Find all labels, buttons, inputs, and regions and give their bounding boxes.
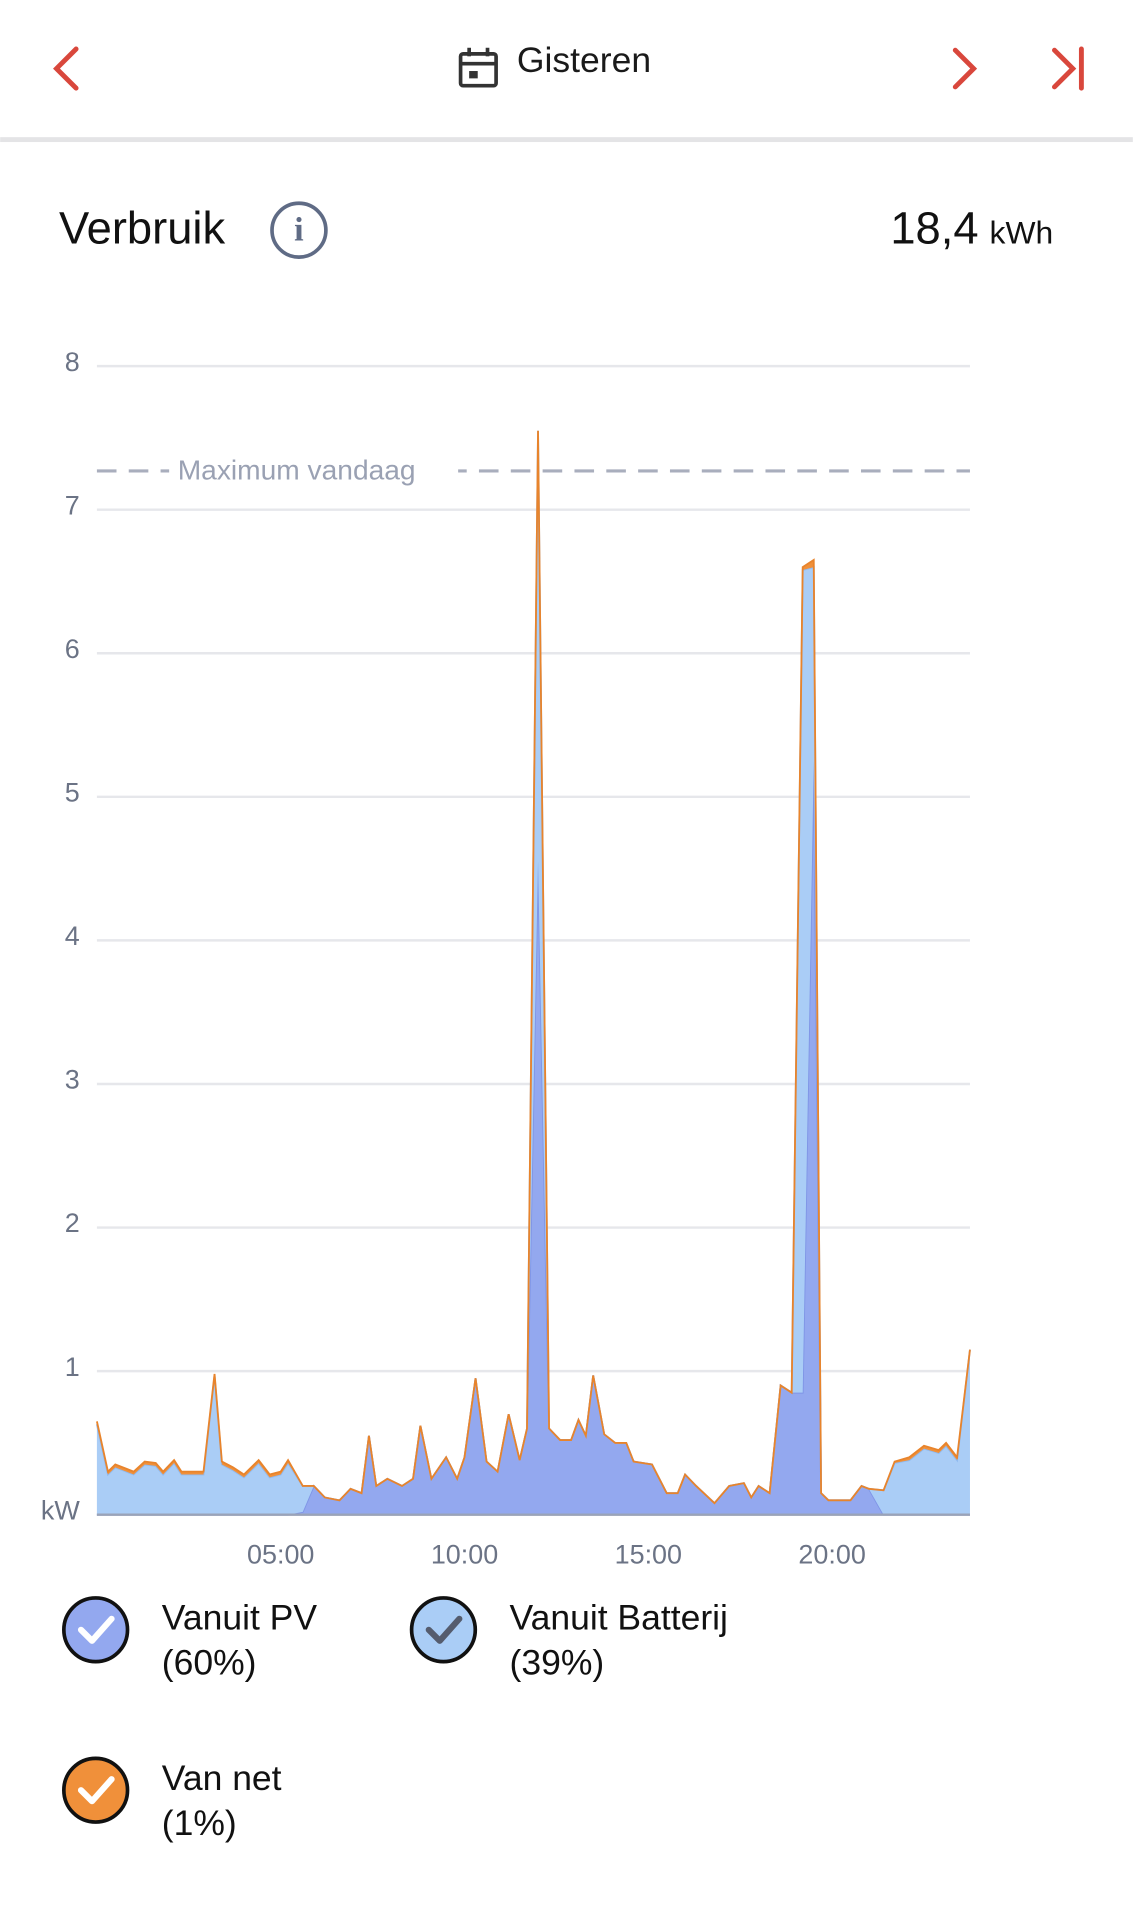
- calendar-icon: [458, 47, 498, 88]
- y-tick-label: 1: [65, 1352, 80, 1382]
- area: [96, 430, 970, 1515]
- y-tick-label: kW: [41, 1495, 80, 1525]
- legend-check: [77, 1776, 115, 1805]
- max-label-bg: [169, 453, 459, 489]
- x-tick-label: 05:00: [247, 1539, 314, 1569]
- x-tick-label: 10:00: [431, 1539, 498, 1569]
- y-tick-label: 6: [65, 634, 80, 664]
- y-tick-label: 7: [65, 490, 80, 520]
- total-unit: kWh: [990, 215, 1054, 251]
- x-tick-label: 15:00: [615, 1539, 682, 1569]
- legend-toggle[interactable]: [409, 1596, 478, 1664]
- plot: kW 1 2 3 4 5 6 7 8 Maximum vandaag 05:00 10:00 15:00…: [41, 347, 971, 1569]
- legend: Vanuit PV (60%) Vanuit Batterij (39%) Van ne…: [62, 1596, 728, 1843]
- total-value: 18,4: [890, 202, 978, 253]
- legend-name: Vanuit PV: [162, 1597, 318, 1637]
- legend-check: [77, 1615, 115, 1644]
- area-edge: [96, 430, 971, 1505]
- legend-name: Van net: [162, 1758, 282, 1798]
- svg-text:i: i: [294, 211, 304, 249]
- legend-item[interactable]: Van net (1%): [62, 1756, 282, 1843]
- header-divider: [0, 137, 1133, 143]
- legend-toggle[interactable]: [62, 1756, 130, 1824]
- legend-toggle[interactable]: [62, 1596, 130, 1664]
- max-label: Maximum vandaag: [178, 455, 416, 486]
- y-tick-label: 5: [65, 777, 80, 807]
- last-button[interactable]: [1052, 46, 1084, 91]
- legend-item[interactable]: Vanuit PV (60%): [62, 1596, 318, 1683]
- y-tick-label: 3: [65, 1065, 80, 1095]
- header-title: Gisteren: [517, 40, 651, 80]
- legend-share: (1%): [162, 1803, 237, 1843]
- legend-check: [425, 1615, 463, 1644]
- legend-share: (39%): [510, 1643, 605, 1683]
- info-button[interactable]: i: [270, 201, 328, 259]
- back-button[interactable]: [53, 46, 79, 91]
- y-tick-label: 8: [65, 347, 80, 377]
- legend-item[interactable]: Vanuit Batterij (39%): [409, 1596, 728, 1683]
- y-tick-label: 2: [65, 1208, 80, 1238]
- y-tick-label: 4: [65, 921, 80, 951]
- legend-share: (60%): [162, 1643, 257, 1683]
- x-tick-label: 20:00: [798, 1539, 865, 1569]
- section-title: Verbruik: [59, 202, 226, 253]
- legend-name: Vanuit Batterij: [510, 1597, 728, 1637]
- next-button[interactable]: [952, 47, 978, 90]
